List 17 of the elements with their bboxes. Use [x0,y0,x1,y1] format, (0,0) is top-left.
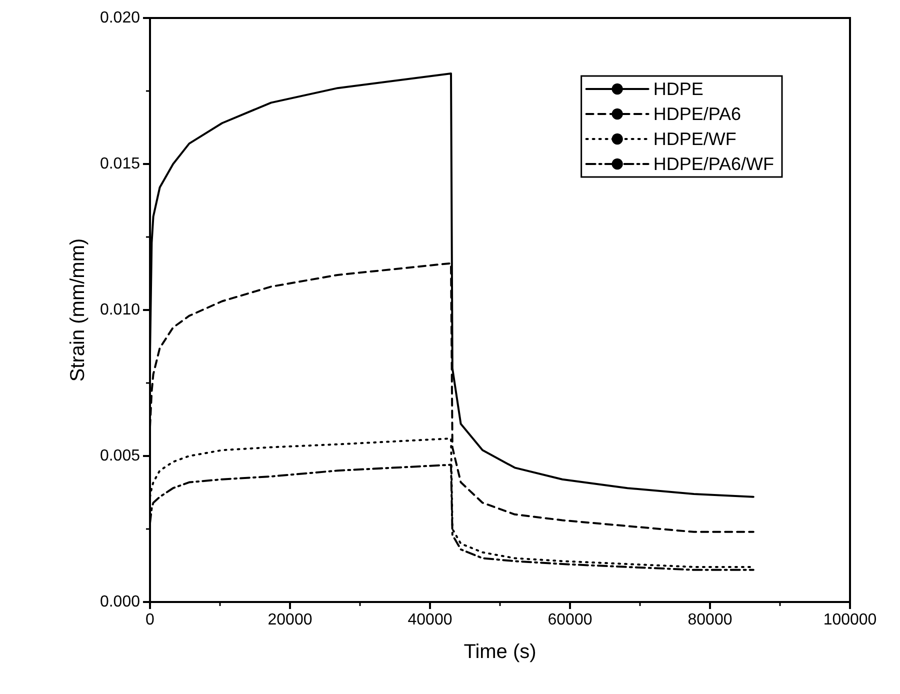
y-axis-title: Strain (mm/mm) [67,238,89,382]
y-tick-label: 0.015 [100,156,140,172]
legend-label: HDPE/PA6 [653,104,742,124]
y-tick-label: 0.000 [100,594,140,610]
x-tick-label: 100000 [823,612,877,628]
x-tick-label: 20000 [268,612,312,628]
x-tick-label: 60000 [548,612,592,628]
x-tick-label: 80000 [688,612,732,628]
legend-label: HDPE/PA6/WF [653,154,774,174]
x-tick-label: 40000 [408,612,452,628]
y-tick-label: 0.005 [100,448,140,464]
legend-label: HDPE/WF [653,129,736,149]
x-axis-title: Time (s) [464,641,536,663]
legend-label: HDPE [653,79,704,99]
y-tick-label: 0.010 [100,302,140,318]
x-tick-label: 0 [146,612,155,628]
y-tick-label: 0.020 [100,10,140,26]
